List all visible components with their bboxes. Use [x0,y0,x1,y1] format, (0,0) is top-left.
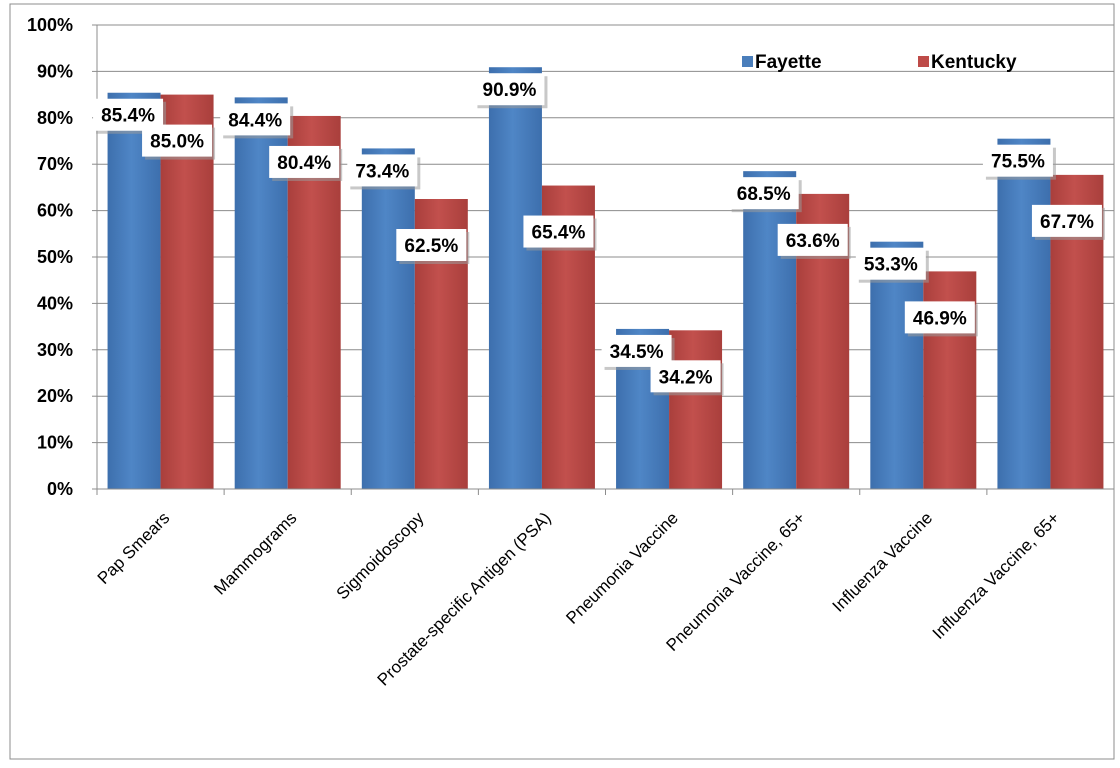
bar-fayette [743,171,797,489]
data-label: 90.9% [483,80,537,101]
y-axis: 0% 10% 20% 30% 40% 50% 60% 70% 80% 90% 100% [27,15,98,499]
data-label: 68.5% [737,184,791,205]
data-label: 34.5% [610,342,664,363]
data-label: 75.5% [991,152,1045,173]
data-label-box [474,73,545,106]
data-label: 67.7% [1040,212,1094,233]
data-label-box [142,124,213,157]
data-label: 34.2% [659,367,713,388]
data-label: 63.6% [786,231,840,252]
bar-fayette [488,67,542,489]
data-label-box [982,144,1053,177]
data-label-box [396,229,467,261]
data-labels: 85.4% 85.0% 84.4% 80.4% 73.4% 62.5% 90.9% 65.4%… [93,73,1105,396]
data-label: 62.5% [404,236,458,257]
y-tick-label: 60% [37,201,73,221]
data-label-box [347,154,418,187]
y-tick-label: 0% [47,479,73,499]
bar-fayette [997,138,1051,489]
data-label-box [269,145,340,178]
y-tick-label: 70% [37,154,73,174]
data-label: 85.0% [150,132,204,153]
data-label: 80.4% [277,153,331,174]
y-tick-label: 100% [27,15,73,35]
legend-label-fayette: Fayette [755,52,822,73]
data-label-box [777,223,848,256]
y-tick-label: 10% [37,433,73,453]
bar-fayette [361,148,415,489]
data-label-box [650,360,721,393]
data-label-box [855,247,926,280]
bar-fayette [870,241,924,489]
data-label-box [728,177,799,210]
bar-kentucky [160,94,214,489]
data-label: 73.4% [355,161,409,182]
legend-label-kentucky: Kentucky [931,52,1017,73]
y-tick-label: 30% [37,340,73,360]
legend-swatch-fayette [742,56,753,67]
data-label: 46.9% [913,308,967,329]
y-tick-label: 50% [37,247,73,267]
data-label: 65.4% [532,223,586,244]
y-tick-label: 90% [37,61,73,81]
bar-kentucky [669,330,723,489]
data-label-box [220,103,291,136]
data-label-box [1031,204,1102,237]
legend: Fayette Kentucky [742,52,1017,73]
legend-swatch-kentucky [918,56,929,67]
y-tick-label: 80% [37,108,73,128]
data-label-box [523,215,594,248]
data-label: 85.4% [101,106,155,127]
y-tick-label: 40% [37,293,73,313]
y-tick-label: 20% [37,386,73,406]
data-label-box [904,301,975,334]
data-label: 84.4% [228,110,282,131]
data-label: 53.3% [864,255,918,276]
